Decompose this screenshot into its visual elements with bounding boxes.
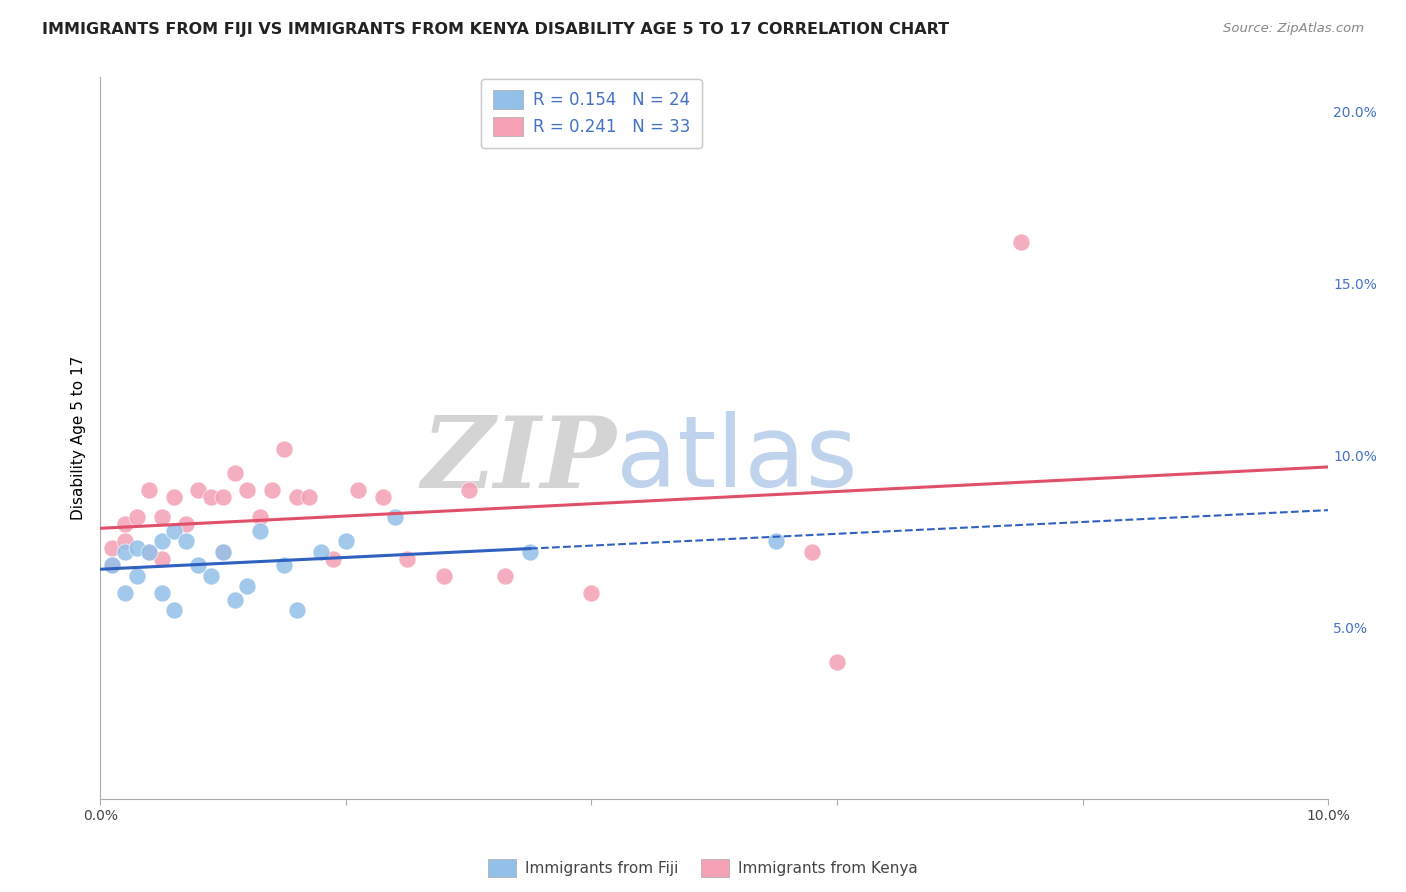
Point xyxy=(801,544,824,558)
Point xyxy=(236,483,259,497)
Point xyxy=(101,541,124,556)
Point xyxy=(101,558,124,573)
Point xyxy=(150,534,173,549)
Point xyxy=(309,544,332,558)
Point xyxy=(200,568,222,582)
Point xyxy=(249,524,271,538)
Text: Source: ZipAtlas.com: Source: ZipAtlas.com xyxy=(1223,22,1364,36)
Point xyxy=(150,510,173,524)
Point xyxy=(200,490,222,504)
Point xyxy=(163,603,186,617)
Point xyxy=(101,558,124,573)
Point xyxy=(212,490,235,504)
Text: atlas: atlas xyxy=(616,411,858,508)
Point xyxy=(335,534,357,549)
Point xyxy=(236,579,259,593)
Point xyxy=(163,524,186,538)
Text: ZIP: ZIP xyxy=(420,411,616,508)
Point xyxy=(273,442,295,456)
Point xyxy=(187,483,209,497)
Point xyxy=(212,544,235,558)
Point xyxy=(494,568,516,582)
Point xyxy=(396,551,419,566)
Point xyxy=(174,517,197,532)
Point xyxy=(114,517,136,532)
Point xyxy=(825,655,848,669)
Point xyxy=(322,551,344,566)
Point xyxy=(212,544,235,558)
Point xyxy=(125,541,148,556)
Point xyxy=(150,551,173,566)
Point xyxy=(125,510,148,524)
Point xyxy=(138,544,160,558)
Legend: R = 0.154   N = 24, R = 0.241   N = 33: R = 0.154 N = 24, R = 0.241 N = 33 xyxy=(481,78,702,148)
Point xyxy=(457,483,479,497)
Point xyxy=(174,534,197,549)
Point xyxy=(581,586,603,600)
Point xyxy=(114,586,136,600)
Point xyxy=(150,586,173,600)
Point xyxy=(298,490,321,504)
Point xyxy=(138,544,160,558)
Point xyxy=(285,603,308,617)
Point xyxy=(224,466,246,480)
Point xyxy=(187,558,209,573)
Point xyxy=(1010,235,1032,250)
Point xyxy=(433,568,456,582)
Point xyxy=(347,483,370,497)
Point xyxy=(384,510,406,524)
Y-axis label: Disability Age 5 to 17: Disability Age 5 to 17 xyxy=(72,356,86,520)
Point xyxy=(371,490,394,504)
Point xyxy=(138,483,160,497)
Point xyxy=(765,534,787,549)
Point xyxy=(285,490,308,504)
Point xyxy=(273,558,295,573)
Text: IMMIGRANTS FROM FIJI VS IMMIGRANTS FROM KENYA DISABILITY AGE 5 TO 17 CORRELATION: IMMIGRANTS FROM FIJI VS IMMIGRANTS FROM … xyxy=(42,22,949,37)
Point xyxy=(249,510,271,524)
Legend: Immigrants from Fiji, Immigrants from Kenya: Immigrants from Fiji, Immigrants from Ke… xyxy=(481,852,925,884)
Point xyxy=(114,544,136,558)
Point xyxy=(163,490,186,504)
Point xyxy=(519,544,541,558)
Point xyxy=(114,534,136,549)
Point xyxy=(224,592,246,607)
Point xyxy=(125,568,148,582)
Point xyxy=(260,483,283,497)
